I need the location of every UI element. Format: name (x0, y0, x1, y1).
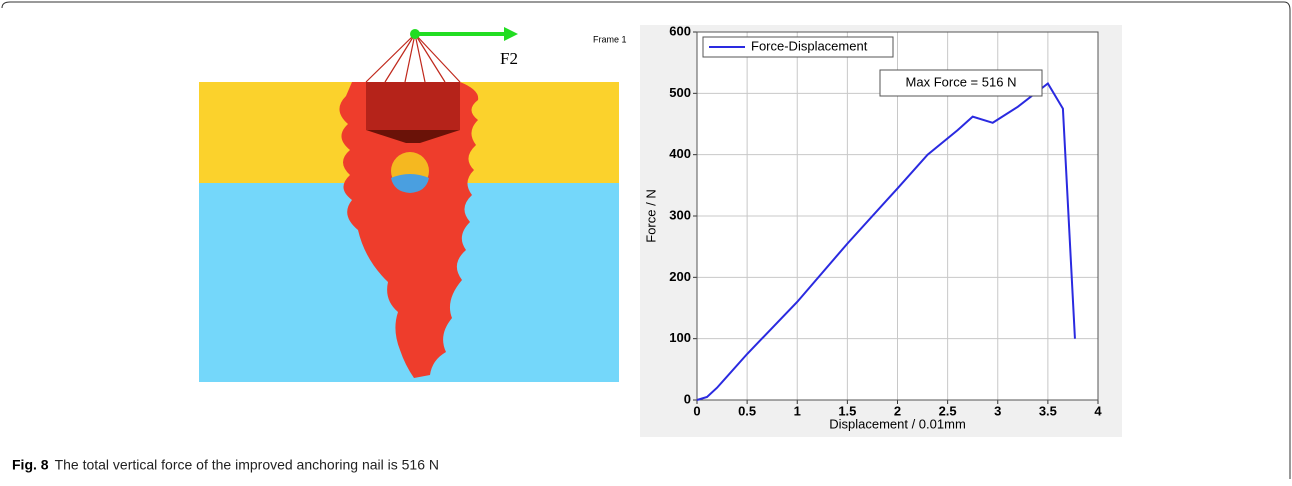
arrow-head (504, 27, 518, 41)
y-axis-label: Force / N (643, 189, 658, 242)
y-tick-label: 100 (669, 330, 691, 345)
x-tick-label: 3.5 (1039, 403, 1057, 418)
y-tick-label: 400 (669, 146, 691, 161)
y-tick-label: 600 (669, 23, 691, 38)
y-tick-label: 200 (669, 269, 691, 284)
y-tick-label: 0 (684, 391, 691, 406)
hole-fill (391, 174, 429, 193)
legend-box (702, 36, 894, 58)
x-tick-label: 0.5 (738, 403, 756, 418)
illustration: F2 Frame 1 (199, 27, 627, 382)
anchoring-nail (339, 82, 479, 378)
x-tick-label: 0 (693, 403, 700, 418)
nail-head (366, 82, 460, 130)
x-axis-label: Displacement / 0.01mm (829, 416, 966, 431)
y-tick-label: 300 (669, 207, 691, 222)
x-tick-label: 1.5 (838, 403, 856, 418)
chart: 0 100 200 300 400 500 600 0 0.5 1 1.5 2 2.5 3 3.5 4 Disp… (643, 23, 1102, 431)
plot-frame (696, 31, 1099, 401)
x-tick-label: 1 (794, 403, 801, 418)
caption-text: The total vertical force of the improved… (55, 457, 439, 473)
load-point (410, 29, 420, 39)
y-tick-label: 500 (669, 85, 691, 100)
x-tick-label: 3 (994, 403, 1001, 418)
force-label: F2 (500, 49, 518, 68)
caption-label: Fig. 8 (12, 457, 49, 473)
legend-label: Force-Displacement (751, 38, 868, 53)
x-tick-label: 4 (1094, 403, 1102, 418)
x-tick-label: 2.5 (939, 403, 957, 418)
frame-label: Frame 1 (593, 34, 627, 44)
nail-tip (366, 130, 460, 143)
x-tick-label: 2 (894, 403, 901, 418)
annotation: Max Force = 516 N (906, 74, 1017, 89)
annotation-box (879, 69, 1043, 97)
load-lines (365, 33, 461, 83)
